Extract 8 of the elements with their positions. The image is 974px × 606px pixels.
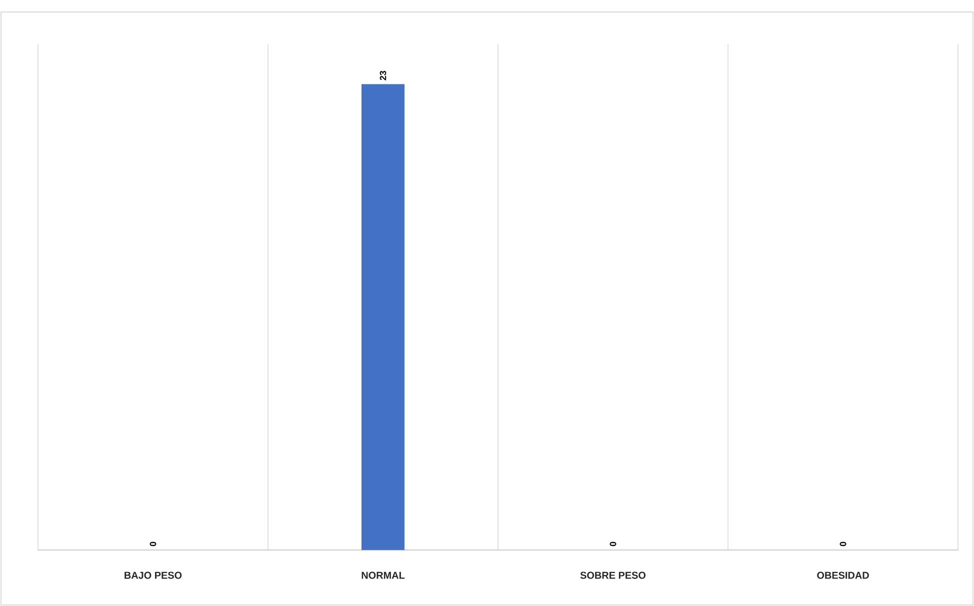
data-label: 0 xyxy=(840,542,846,546)
x-tick-label: BAJO PESO xyxy=(124,572,182,579)
data-label: 0 xyxy=(610,542,616,546)
x-tick-label: NORMAL xyxy=(362,572,405,579)
x-tick-label: OBESIDAD xyxy=(817,572,869,579)
data-label: 23 xyxy=(380,70,386,80)
data-label: 0 xyxy=(150,542,156,546)
x-tick-label: SOBRE PESO xyxy=(580,572,646,579)
